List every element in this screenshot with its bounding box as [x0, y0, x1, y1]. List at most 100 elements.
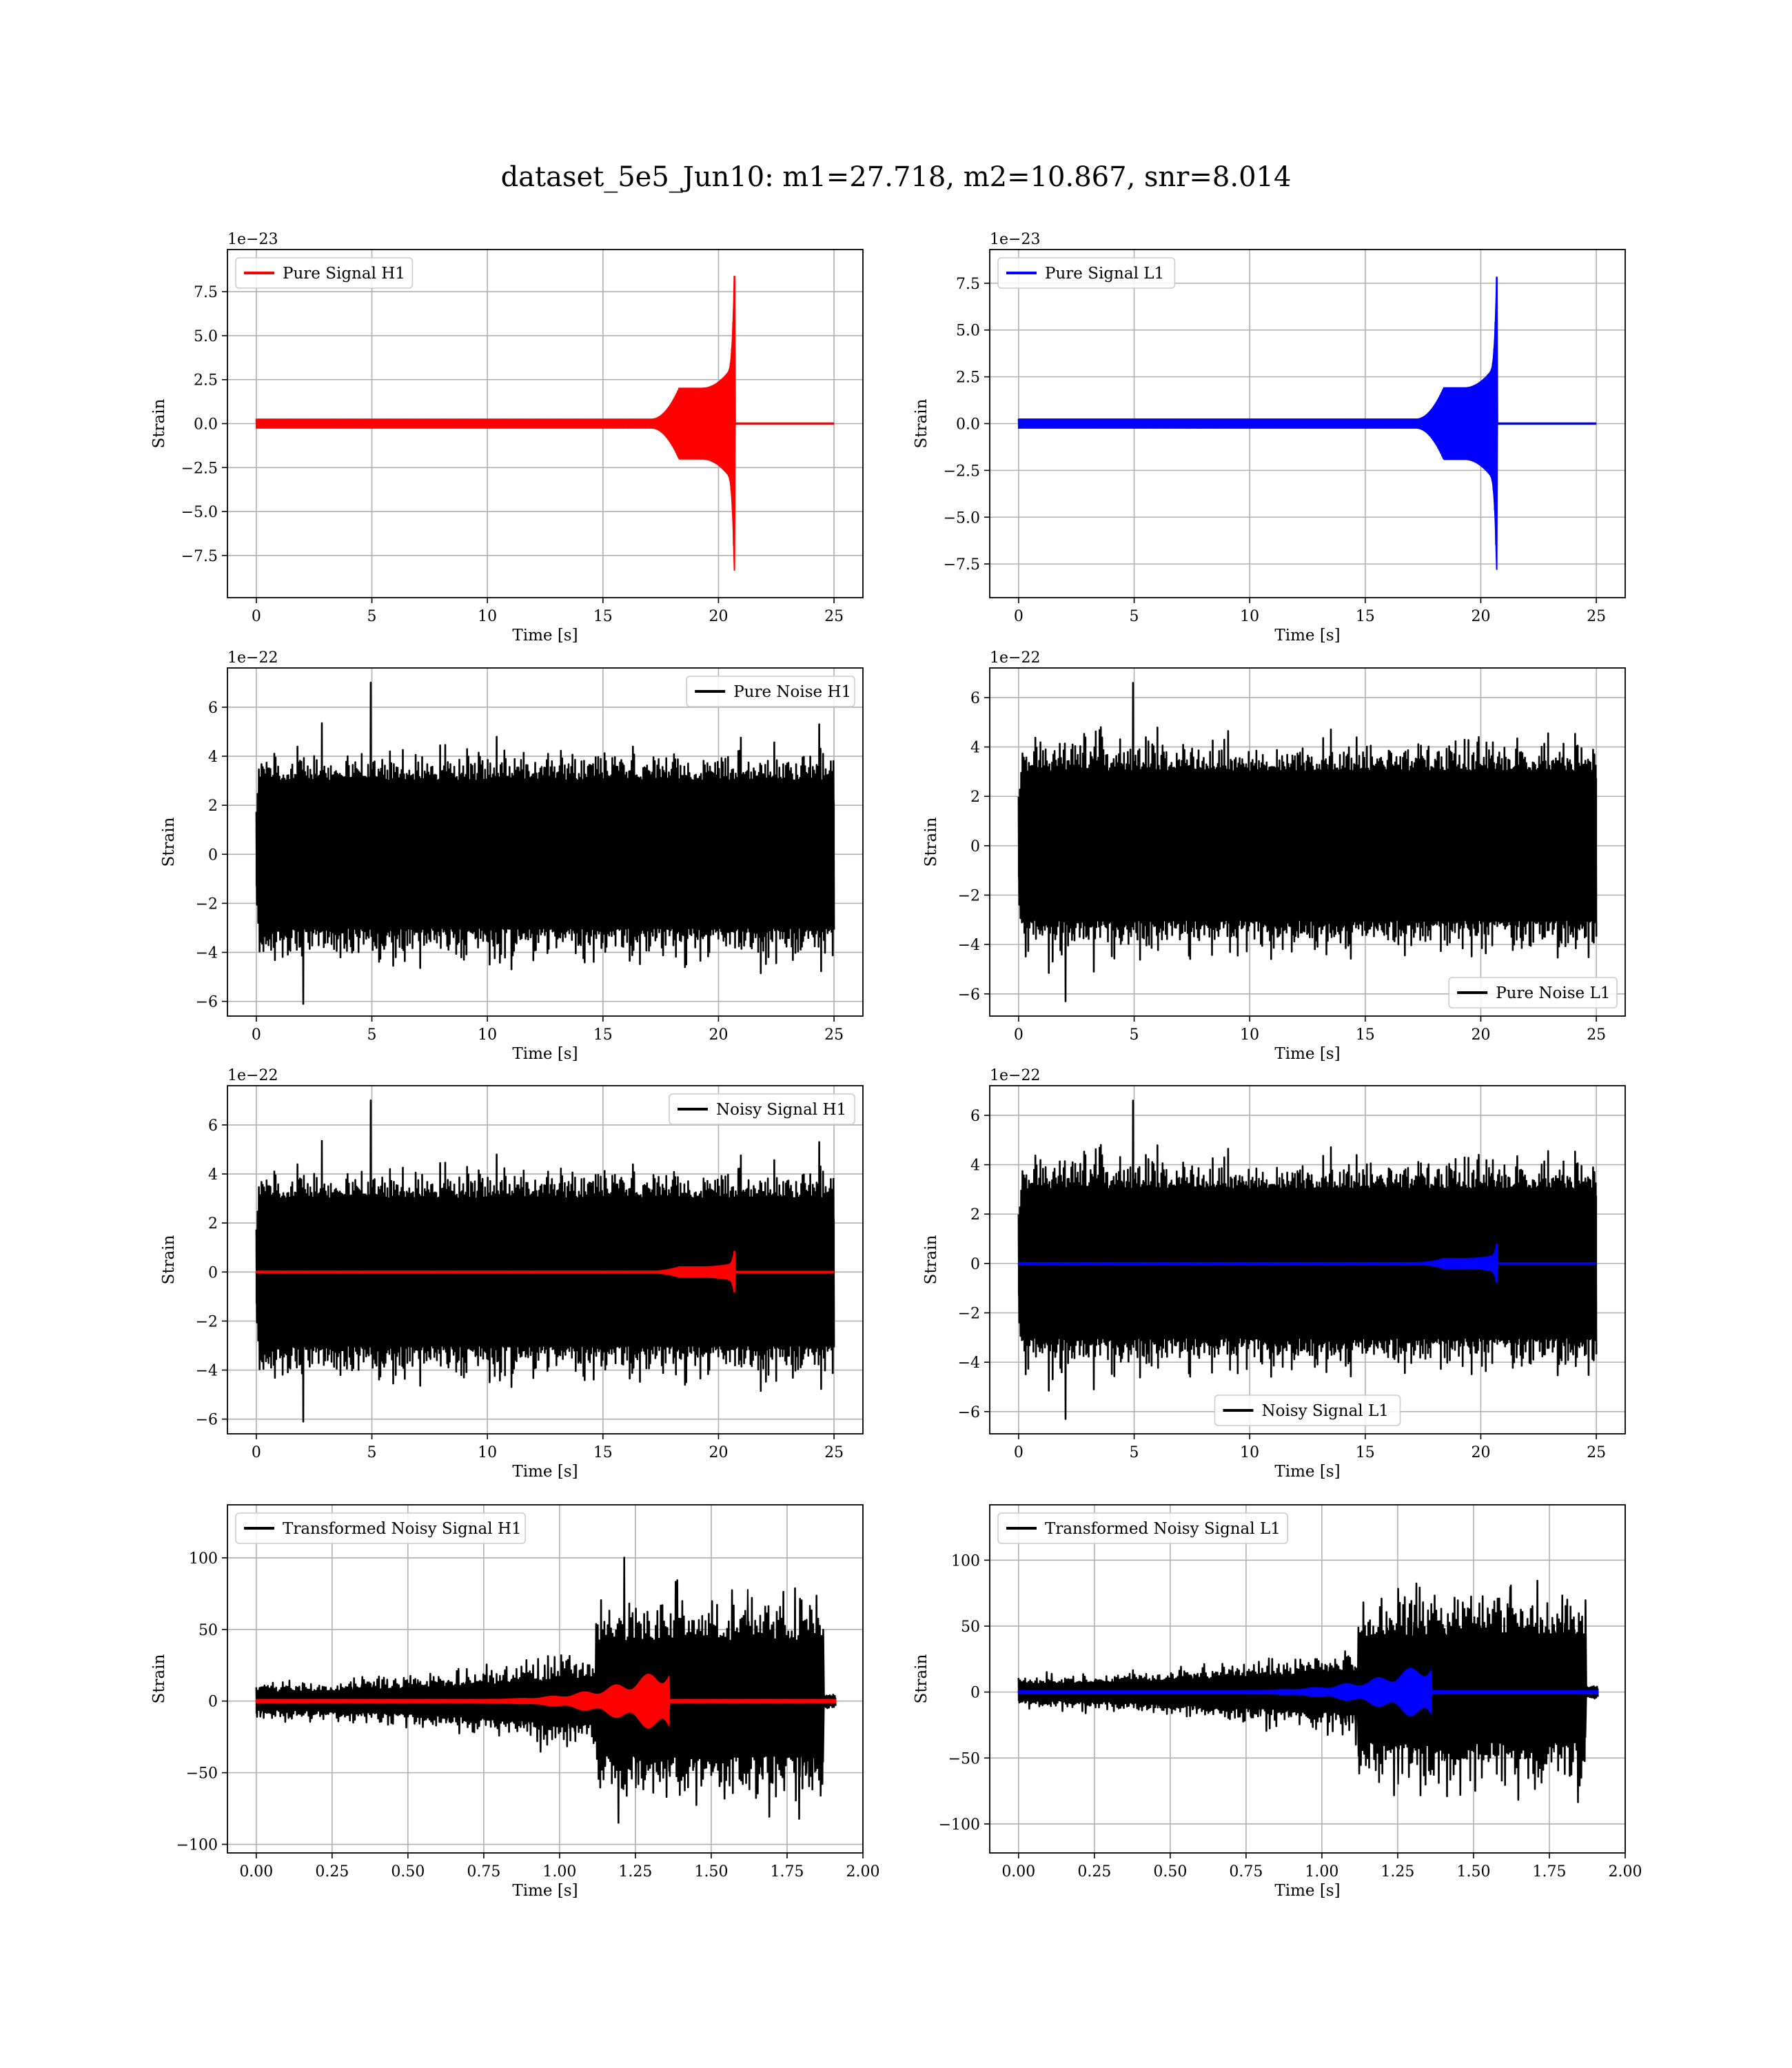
- x-tick-label: 15: [1356, 1444, 1375, 1461]
- x-tick-label: 0: [252, 1444, 261, 1461]
- y-tick-label: 2: [970, 1206, 980, 1224]
- legend: Pure Noise H1: [686, 676, 855, 707]
- x-axis-label: Time [s]: [512, 627, 578, 645]
- legend: Pure Noise L1: [1448, 977, 1618, 1008]
- y-axis-label: Strain: [913, 398, 930, 448]
- x-tick-label: 20: [709, 1444, 728, 1461]
- x-tick-label: 5: [1130, 1026, 1139, 1044]
- y-tick-label: 0: [970, 1685, 980, 1702]
- legend-label: Transformed Noisy Signal H1: [283, 1520, 522, 1538]
- x-tick-label: 1.50: [694, 1863, 728, 1881]
- x-tick-label: 20: [1471, 1444, 1490, 1461]
- x-tick-label: 0.50: [1153, 1863, 1187, 1881]
- series-group: [255, 275, 835, 571]
- x-axis-label: Time [s]: [1274, 1045, 1340, 1063]
- legend-label: Noisy Signal H1: [716, 1101, 846, 1119]
- x-tick-label: 25: [824, 608, 844, 625]
- y-tick-label: −2: [958, 1306, 980, 1323]
- y-tick-label: 5.0: [956, 323, 980, 340]
- x-tick-label: 2.00: [1609, 1863, 1642, 1881]
- legend-label: Transformed Noisy Signal L1: [1045, 1520, 1281, 1538]
- legend-label: Pure Noise H1: [733, 683, 851, 701]
- legend-box: [235, 1512, 527, 1544]
- y-tick-label: −6: [196, 994, 218, 1011]
- y-tick-label: 0.0: [956, 416, 980, 434]
- x-tick-label: 5: [1130, 1444, 1139, 1461]
- x-tick-label: 5: [367, 1026, 377, 1044]
- series-fill: [1017, 1162, 1598, 1360]
- series-fill: [255, 1589, 837, 1789]
- legend-label: Pure Signal H1: [283, 265, 405, 283]
- y-tick-label: −5.0: [944, 509, 980, 527]
- series-fill: [1017, 744, 1598, 942]
- x-tick-label: 25: [1587, 1026, 1606, 1044]
- legend: Transformed Noisy Signal L1: [997, 1512, 1289, 1544]
- legend-box: [997, 1512, 1289, 1544]
- y-tick-label: −4: [958, 937, 980, 954]
- y-tick-label: 2: [208, 1215, 218, 1233]
- x-tick-label: 0: [252, 608, 261, 625]
- x-tick-label: 5: [367, 608, 377, 625]
- offset-text: 1e−22: [227, 649, 278, 667]
- x-tick-label: 0: [252, 1026, 261, 1044]
- x-tick-label: 5: [367, 1444, 377, 1461]
- y-tick-label: 0.0: [194, 416, 218, 434]
- axes-frame: [989, 667, 1626, 1017]
- series-fill: [255, 1165, 835, 1365]
- legend-box: [235, 257, 414, 289]
- x-tick-label: 15: [593, 1026, 613, 1044]
- y-tick-label: 100: [951, 1552, 980, 1570]
- legend-box: [686, 676, 855, 707]
- x-tick-label: 1.50: [1456, 1863, 1490, 1881]
- y-tick-label: 0: [208, 847, 218, 864]
- legend-label: Pure Noise L1: [1496, 984, 1610, 1002]
- y-tick-label: 4: [970, 1157, 980, 1175]
- x-tick-label: 1.25: [618, 1863, 652, 1881]
- x-tick-label: 10: [478, 1444, 497, 1461]
- legend-box: [1448, 977, 1618, 1008]
- offset-text: 1e−22: [990, 1067, 1040, 1084]
- y-tick-label: 7.5: [956, 276, 980, 293]
- series-group: [1017, 682, 1598, 1002]
- y-tick-label: −100: [939, 1816, 980, 1834]
- y-tick-label: 6: [208, 1117, 218, 1135]
- x-tick-label: 25: [1587, 608, 1606, 625]
- x-tick-label: 15: [593, 1444, 613, 1461]
- x-axis-label: Time [s]: [512, 1045, 578, 1063]
- offset-text: 1e−22: [990, 649, 1040, 667]
- y-axis-label: Strain: [922, 1235, 940, 1284]
- x-tick-label: 20: [709, 608, 728, 625]
- x-tick-label: 1.75: [1532, 1863, 1566, 1881]
- y-tick-label: −50: [186, 1765, 218, 1783]
- noisy-signal-h1-axes: 0 5 10 15 20 25 −6 −4 −2 0 2 4 6 1e−22 Time [s] Strain N…: [160, 1067, 864, 1481]
- x-tick-label: 20: [1471, 608, 1490, 625]
- x-tick-label: 25: [824, 1026, 844, 1044]
- x-tick-label: 25: [824, 1444, 844, 1461]
- y-tick-label: −4: [196, 1363, 218, 1380]
- series-group: [255, 682, 835, 1005]
- pure-signal-l1-axes: 0 5 10 15 20 25 −7.5 −5.0 −2.5 0.0 2.5 5.0 7.5 1e−23 T…: [913, 231, 1626, 645]
- x-tick-label: 0.50: [391, 1863, 425, 1881]
- pure-signal-h1-axes: 0 5 10 15 20 25 −7.5 −5.0 −2.5 0.0 2.5 5.0 7.5 1e−23 T…: [150, 231, 864, 645]
- y-tick-label: −50: [948, 1750, 980, 1767]
- y-tick-label: 0: [970, 1256, 980, 1273]
- legend: Transformed Noisy Signal H1: [235, 1512, 527, 1544]
- x-tick-label: 1.00: [1305, 1863, 1338, 1881]
- x-tick-label: 1.25: [1381, 1863, 1414, 1881]
- x-axis-label: Time [s]: [1274, 627, 1340, 645]
- x-axis-label: Time [s]: [512, 1463, 578, 1481]
- y-tick-label: 0: [208, 1694, 218, 1711]
- y-axis-label: Strain: [922, 817, 940, 866]
- y-tick-label: 7.5: [194, 284, 218, 301]
- figure-suptitle: dataset_5e5_Jun10: m1=27.718, m2=10.867,…: [501, 161, 1292, 193]
- y-tick-label: 4: [208, 749, 218, 766]
- y-tick-label: 100: [189, 1550, 218, 1568]
- y-tick-label: 50: [198, 1622, 218, 1639]
- x-tick-label: 10: [478, 1026, 497, 1044]
- y-tick-label: 2: [970, 789, 980, 806]
- x-tick-label: 10: [1240, 608, 1259, 625]
- series-fill: [255, 747, 835, 947]
- y-tick-label: 4: [208, 1166, 218, 1184]
- legend: Noisy Signal H1: [669, 1093, 855, 1125]
- x-tick-label: 15: [1356, 1026, 1375, 1044]
